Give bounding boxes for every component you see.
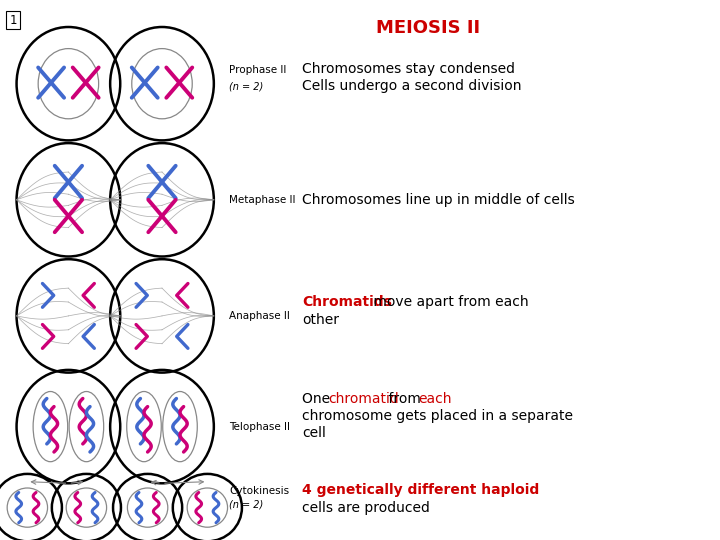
Text: (n = 2): (n = 2) bbox=[229, 500, 264, 510]
Text: 4 genetically different haploid: 4 genetically different haploid bbox=[302, 483, 540, 497]
Text: 1: 1 bbox=[9, 14, 17, 26]
Text: Prophase II: Prophase II bbox=[229, 65, 287, 75]
Text: other: other bbox=[302, 313, 339, 327]
Text: Cells undergo a second division: Cells undergo a second division bbox=[302, 79, 522, 93]
Text: cell: cell bbox=[302, 426, 326, 440]
Text: (n = 2): (n = 2) bbox=[229, 82, 264, 91]
Text: One: One bbox=[302, 392, 335, 406]
Text: Metaphase II: Metaphase II bbox=[229, 195, 295, 205]
Text: MEIOSIS II: MEIOSIS II bbox=[377, 19, 480, 37]
Text: Telophase II: Telophase II bbox=[229, 422, 290, 431]
Text: cells are produced: cells are produced bbox=[302, 501, 431, 515]
Text: Cytokinesis: Cytokinesis bbox=[229, 487, 289, 496]
Text: chromatid: chromatid bbox=[328, 392, 399, 406]
Text: Chromatids: Chromatids bbox=[302, 295, 392, 309]
Text: Chromosomes line up in middle of cells: Chromosomes line up in middle of cells bbox=[302, 193, 575, 207]
Text: move apart from each: move apart from each bbox=[369, 295, 528, 309]
Text: each: each bbox=[418, 392, 452, 406]
Text: chromosome gets placed in a separate: chromosome gets placed in a separate bbox=[302, 409, 573, 423]
Text: Anaphase II: Anaphase II bbox=[229, 311, 290, 321]
Text: from: from bbox=[384, 392, 425, 406]
Text: Chromosomes stay condensed: Chromosomes stay condensed bbox=[302, 62, 516, 76]
